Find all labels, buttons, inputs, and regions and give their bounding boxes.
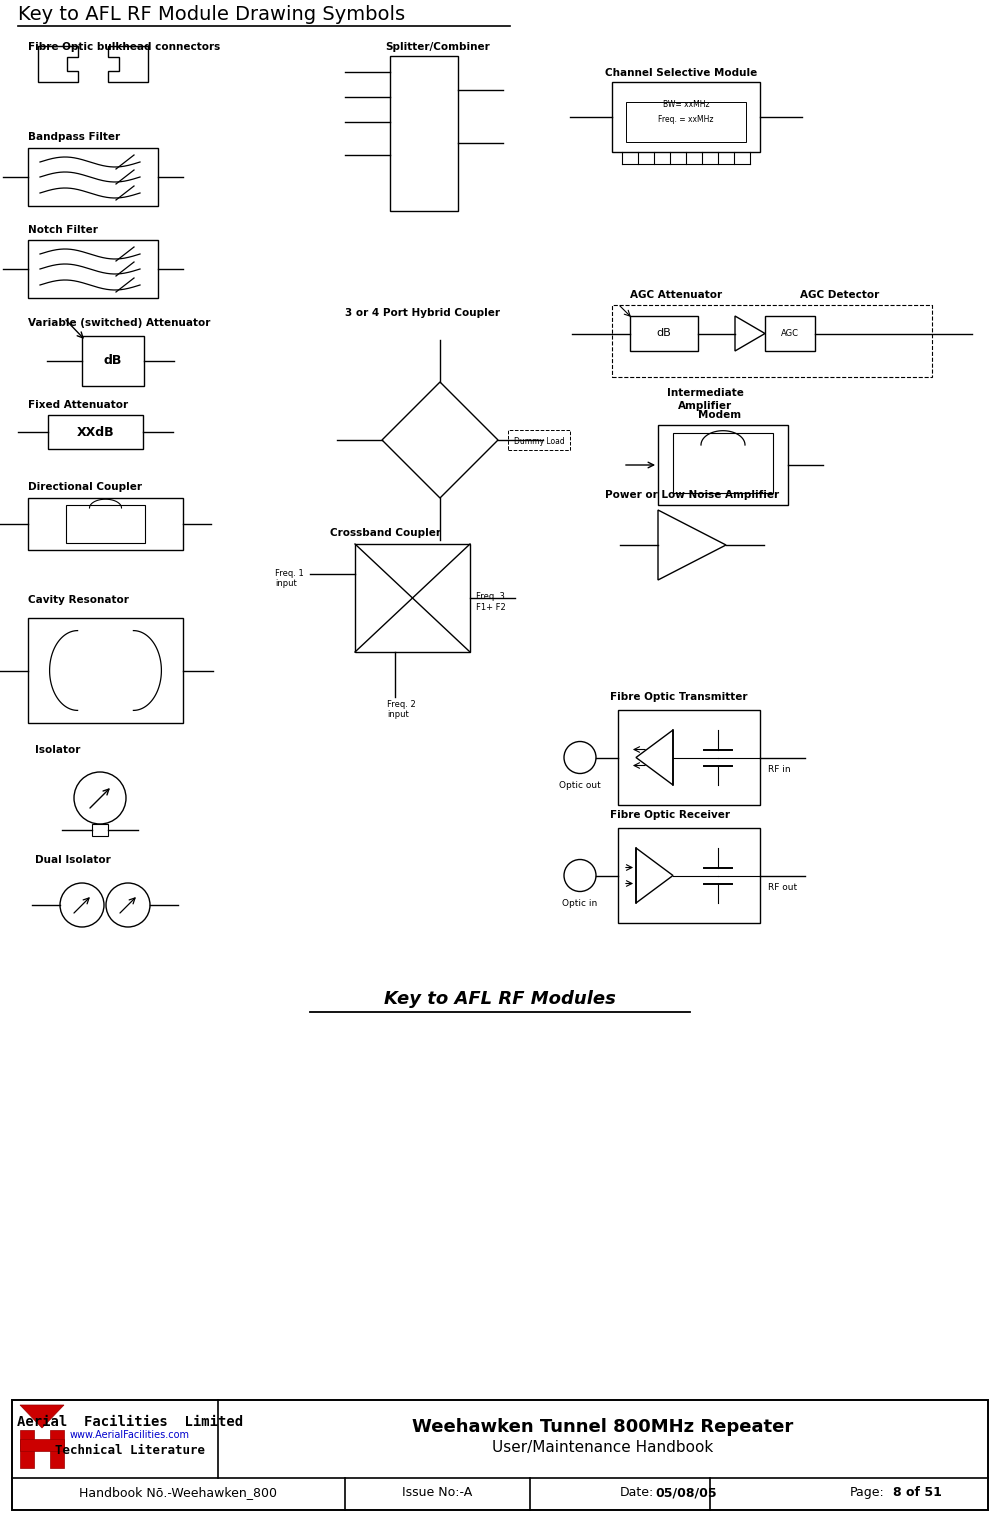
Text: Date:: Date: — [620, 1486, 654, 1499]
Text: dB: dB — [657, 328, 671, 339]
Text: Optic out: Optic out — [559, 781, 601, 790]
Text: Key to AFL RF Modules: Key to AFL RF Modules — [384, 990, 616, 1009]
Text: Dummy Load: Dummy Load — [514, 437, 564, 447]
Text: Optic in: Optic in — [562, 899, 598, 908]
Bar — [28, 498, 183, 550]
Text: Handbook Nō.-Weehawken_800: Handbook Nō.-Weehawken_800 — [79, 1486, 277, 1499]
Bar — [618, 709, 760, 805]
Bar — [28, 147, 158, 207]
Text: 3 or 4 Port Hybrid Coupler: 3 or 4 Port Hybrid Coupler — [345, 308, 500, 317]
Bar — [626, 102, 746, 141]
Text: BW= xxMHz: BW= xxMHz — [663, 100, 709, 109]
Text: AGC Attenuator: AGC Attenuator — [630, 290, 722, 299]
Bar — [66, 504, 145, 542]
Text: Technical Literature: Technical Literature — [55, 1445, 205, 1457]
Text: Fibre Optic Transmitter: Fibre Optic Transmitter — [610, 693, 748, 702]
Text: dB: dB — [104, 354, 122, 368]
Bar — [508, 430, 570, 450]
Bar — [618, 828, 760, 924]
Bar — [673, 433, 773, 494]
Text: Crossband Coupler: Crossband Coupler — [330, 529, 441, 538]
Text: Dual Isolator: Dual Isolator — [35, 855, 111, 864]
Text: Variable (switched) Attenuator: Variable (switched) Attenuator — [28, 317, 210, 328]
Bar — [92, 823, 108, 835]
Text: Directional Coupler: Directional Coupler — [28, 482, 142, 492]
Text: Splitter/Combiner: Splitter/Combiner — [385, 43, 490, 52]
Bar — [765, 316, 815, 351]
Text: Isolator: Isolator — [35, 744, 80, 755]
Text: Freq. 3
F1+ F2: Freq. 3 F1+ F2 — [476, 592, 506, 612]
Text: Bandpass Filter: Bandpass Filter — [28, 132, 120, 141]
Text: 8 of 51: 8 of 51 — [893, 1486, 942, 1499]
Text: Fixed Attenuator: Fixed Attenuator — [28, 399, 128, 410]
Text: Channel Selective Module: Channel Selective Module — [605, 68, 757, 77]
Text: AGC Detector: AGC Detector — [800, 290, 879, 299]
Bar — [355, 544, 470, 652]
Bar — [20, 1438, 64, 1451]
Text: Freq. 1
input: Freq. 1 input — [275, 568, 304, 588]
Text: User/Maintenance Handbook: User/Maintenance Handbook — [492, 1440, 714, 1455]
Polygon shape — [20, 1405, 64, 1428]
Bar — [20, 1429, 34, 1467]
Text: Power or Low Noise Amplifier: Power or Low Noise Amplifier — [605, 491, 779, 500]
Text: RF out: RF out — [768, 884, 797, 893]
Bar — [82, 336, 144, 386]
Text: Modem: Modem — [698, 410, 741, 419]
Text: Freq. 2
input: Freq. 2 input — [387, 700, 416, 720]
Bar — [12, 1401, 988, 1510]
Bar — [390, 56, 458, 211]
Text: AGC: AGC — [781, 330, 799, 339]
Text: www.AerialFacilities.com: www.AerialFacilities.com — [70, 1429, 190, 1440]
Text: Freq. = xxMHz: Freq. = xxMHz — [658, 115, 714, 125]
Text: Cavity Resonator: Cavity Resonator — [28, 595, 129, 605]
Text: Issue No:-A: Issue No:-A — [402, 1486, 472, 1499]
Text: Fibre Optic Receiver: Fibre Optic Receiver — [610, 810, 730, 820]
Bar — [612, 82, 760, 152]
Text: Key to AFL RF Module Drawing Symbols: Key to AFL RF Module Drawing Symbols — [18, 5, 405, 24]
Bar — [28, 240, 158, 298]
Text: RF in: RF in — [768, 766, 791, 775]
Text: Notch Filter: Notch Filter — [28, 225, 98, 235]
Bar — [658, 425, 788, 504]
Bar — [612, 305, 932, 377]
Text: Amplifier: Amplifier — [678, 401, 732, 412]
Text: Weehawken Tunnel 800MHz Repeater: Weehawken Tunnel 800MHz Repeater — [412, 1419, 794, 1435]
Text: XXdB: XXdB — [77, 425, 114, 439]
Text: 05/08/05: 05/08/05 — [655, 1486, 717, 1499]
Text: Page:: Page: — [850, 1486, 885, 1499]
Text: Fibre Optic bulkhead connectors: Fibre Optic bulkhead connectors — [28, 43, 220, 52]
Bar — [48, 415, 143, 450]
Bar — [630, 316, 698, 351]
Text: Aerial  Facilities  Limited: Aerial Facilities Limited — [17, 1416, 243, 1429]
Bar — [50, 1429, 64, 1467]
Text: Intermediate: Intermediate — [667, 387, 743, 398]
Bar — [28, 618, 183, 723]
